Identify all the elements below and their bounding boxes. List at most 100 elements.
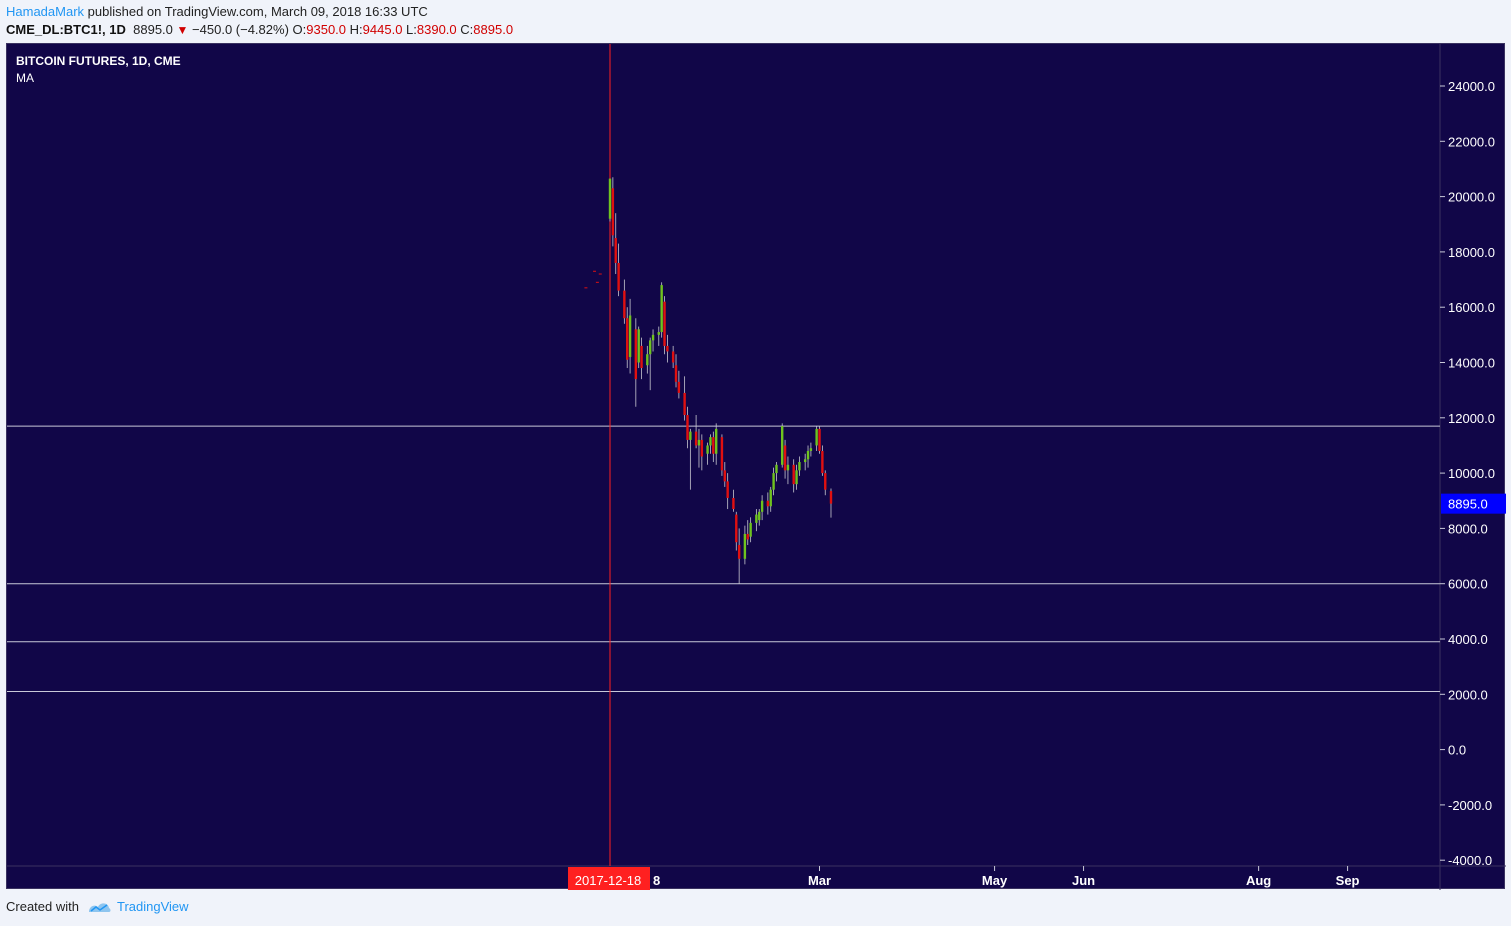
tradingview-logo-icon [88,902,111,912]
candle-body [640,345,643,369]
candle [671,345,675,369]
last-price: 8895.0 [133,22,173,37]
candle-body [737,544,741,559]
candle [623,279,626,324]
candle-body [772,473,775,490]
candle [806,445,810,468]
candle [803,453,807,471]
candle-body [818,428,821,451]
candle [743,525,747,565]
candle [646,345,649,374]
y-tick-label: 6000.0 [1448,577,1488,592]
y-tick-label: 20000.0 [1448,190,1495,205]
candle-body [677,381,681,393]
candle [706,442,709,465]
candle [660,282,663,338]
candle-body [651,334,655,341]
candle [798,456,801,476]
x-tick-label: Aug [1246,873,1271,888]
open-value: 9350.0 [306,22,347,37]
candle [815,426,818,451]
chart-legend: BITCOIN FUTURES, 1D, CME MA [16,53,181,87]
candle [737,528,741,584]
candle-body [674,365,678,382]
candle [686,406,689,449]
candle-body [792,464,795,485]
crosshair-date-label: 2017-12-18 [575,873,642,888]
candle-body [689,431,692,440]
candle [634,318,638,407]
y-tick-label: 24000.0 [1448,79,1495,94]
candle-body [809,448,813,451]
candle [689,428,692,490]
candle-body [671,351,675,363]
symbol-label: CME_DL:BTC1!, 1D [6,22,126,37]
y-tick-label: 16000.0 [1448,300,1495,315]
candle-body [611,188,615,236]
candle-body [786,464,790,471]
candle [772,467,775,496]
candle [637,326,640,369]
y-tick-label: 2000.0 [1448,687,1488,702]
candle [786,456,790,485]
created-with-label: Created with [6,899,79,914]
candle-body [697,439,701,446]
candle [809,442,813,457]
candle-body [628,315,632,357]
candle [758,509,761,526]
candle-body [821,450,824,474]
candle [749,517,752,543]
candlestick-chart[interactable]: 24000.0 22000.0 20000.0 18000.0 16000.0 14000… [7,44,1506,890]
candle-body [760,500,764,512]
candle-body [657,332,660,335]
tradingview-link[interactable]: TradingView [87,899,189,914]
chart-area[interactable]: 24000.0 22000.0 20000.0 18000.0 16000.0 14000… [6,43,1506,890]
tradingview-brand: TradingView [116,899,189,914]
candle-body [648,340,652,355]
candle-body [749,522,752,537]
candle-body [626,318,629,360]
high-value: 9445.0 [362,22,403,37]
candle-body [735,514,738,543]
candle-body [608,178,612,219]
candle [723,462,726,487]
candle-body [723,470,726,482]
candle-body [746,533,749,540]
candle [818,426,821,454]
candle-body [766,500,770,507]
candle-body [806,450,810,460]
author-link[interactable]: HamadaMark [6,4,85,19]
candle [657,326,660,346]
candle [694,415,698,449]
y-tick-label: 22000.0 [1448,134,1495,149]
candle-body [803,459,807,463]
candle [674,354,678,388]
candle-body [646,354,649,366]
candle [648,337,652,391]
ohlc-line: CME_DL:BTC1!, 1D 8895.0 ▼ −450.0 (−4.82%… [6,21,513,39]
y-tick-label: 4000.0 [1448,632,1488,647]
y-tick-label: -2000.0 [1448,798,1492,813]
candle [617,243,620,297]
candle [726,473,729,510]
candle [683,376,686,421]
candle-body [798,462,801,471]
candle-body [614,238,617,263]
candle-body [623,290,626,319]
candle [712,431,715,463]
y-tick-label: 8000.0 [1448,521,1488,536]
candle [746,520,749,545]
candle [732,489,735,512]
candle-body [758,511,761,521]
last-price-label: 8895.0 [1448,497,1488,512]
crosshair-date-suffix: 8 [653,873,660,888]
candle-body [637,329,640,363]
x-tick-label: Sep [1336,873,1360,888]
candle-body [712,437,715,454]
candle-body [769,489,772,507]
candle-body [726,481,729,498]
candle [775,462,778,482]
candle [663,296,666,355]
candle [769,486,772,512]
candle [700,434,704,471]
